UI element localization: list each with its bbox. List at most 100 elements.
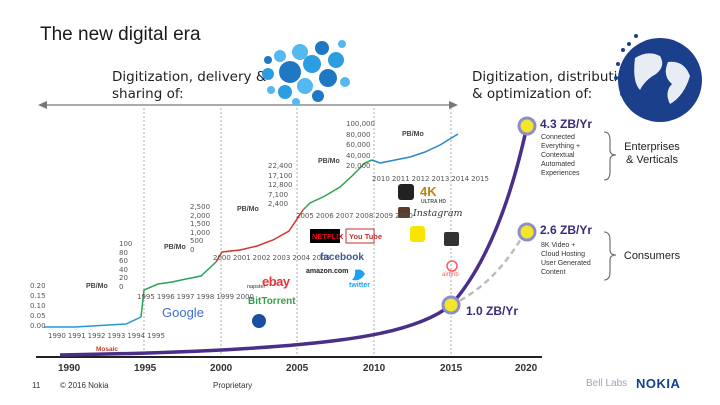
era-arrow-right-head xyxy=(449,101,458,109)
mini-chart-1-line xyxy=(44,316,142,328)
camera-icon xyxy=(444,232,459,246)
tick-label: 2005 xyxy=(296,212,314,220)
brace-consumers xyxy=(603,231,617,281)
mini-chart-2-yaxis: 100 80 60 40 20 0 xyxy=(119,240,133,292)
year-2000: 2000 xyxy=(210,363,233,374)
year-1995: 1995 xyxy=(134,363,157,374)
tick-label: 1997 xyxy=(176,293,195,301)
tick-label: 0.10 xyxy=(30,302,46,310)
tick-label: 2001 xyxy=(232,254,251,262)
tick-label: 2000 xyxy=(236,293,254,301)
tick-label: 500 xyxy=(190,237,204,246)
airbnb-logo: airbnb xyxy=(442,272,459,278)
mini-chart-3-xaxis: 2000 2001 2002 2003 2004 2005 xyxy=(213,254,330,262)
mini-chart-3-unit: PB/Mo xyxy=(237,206,259,213)
brace-enterprises xyxy=(603,131,617,181)
social-cloud-icon xyxy=(262,40,350,106)
phrase-left: Digitization, delivery & sharing of: xyxy=(112,69,266,103)
mini-chart-4-xaxis: 2005 2006 2007 2008 2009 2010 xyxy=(296,212,413,220)
tick-label: 1999 xyxy=(216,293,235,301)
tick-label: 2,400 xyxy=(268,200,289,208)
zb-top-item: Connected xyxy=(541,134,575,141)
tick-label: 100,000 xyxy=(346,120,375,128)
enterprises-label: Enterprises & Verticals xyxy=(618,141,686,167)
tick-label: 2007 xyxy=(335,212,354,220)
phrase-left-line-1: Digitization, delivery & xyxy=(112,69,267,85)
copyright: © 2016 Nokia xyxy=(60,381,109,390)
ultrahd-4k-logo: 4K xyxy=(420,184,437,199)
tick-label: 2013 xyxy=(431,175,450,183)
tick-label: 2,000 xyxy=(190,211,211,220)
enterprises-line-1: Enterprises xyxy=(624,141,680,153)
zb-mid-item: User Generated xyxy=(541,260,591,267)
phrase-right: Digitization, distribution & optimizatio… xyxy=(472,69,622,103)
tick-label: 1994 xyxy=(127,332,146,340)
amazon-logo: amazon.com xyxy=(306,268,349,275)
year-1990: 1990 xyxy=(58,363,81,374)
tick-label: 0 xyxy=(190,245,195,254)
twitter-logo: twitter xyxy=(349,282,370,289)
tick-label: 60,000 xyxy=(346,141,371,149)
tick-label: 2011 xyxy=(391,175,410,183)
zb-mid-items: 8K Video + Cloud Hosting User Generated … xyxy=(541,241,591,277)
ebay-logo: ebay xyxy=(262,274,290,289)
tick-label: 12,800 xyxy=(268,181,293,189)
tick-label: 2006 xyxy=(315,212,334,220)
tick-label: 1998 xyxy=(196,293,215,301)
twitter-bird-icon xyxy=(352,269,365,281)
mini-chart-3-yaxis: 2,500 2,000 1,500 1,000 500 0 xyxy=(190,203,210,255)
year-2010: 2010 xyxy=(363,363,386,374)
mini-chart-3-line xyxy=(215,209,304,263)
zb-label-top: 4.3 ZB/Yr xyxy=(540,117,593,131)
nokia-logo: NOKIA xyxy=(636,376,681,391)
tick-label: 0.15 xyxy=(30,292,46,300)
year-2015: 2015 xyxy=(440,363,463,374)
tick-label: 2012 xyxy=(411,175,430,183)
youtube-logo: You Tube xyxy=(349,232,383,241)
zb-top-items: Connected Everything + Contextual Automa… xyxy=(541,133,580,178)
mini-chart-4-line xyxy=(302,159,373,211)
zb-node-low xyxy=(441,295,461,315)
snapchat-icon xyxy=(410,226,425,242)
tick-label: 40,000 xyxy=(346,151,371,160)
globe-continents xyxy=(634,53,690,104)
tick-label: 1990 xyxy=(48,332,66,340)
instagram-logo: Instagram xyxy=(413,208,463,219)
google-logo: Google xyxy=(162,305,204,320)
mini-chart-1-unit: PB/Mo xyxy=(86,283,108,290)
tick-label: 20,000 xyxy=(346,162,371,170)
tick-label: 80 xyxy=(119,248,128,257)
zb-top-item: Everything + xyxy=(541,143,581,150)
tick-label: 0.20 xyxy=(30,282,46,290)
tick-label: 2003 xyxy=(272,254,291,262)
tick-label: 20 xyxy=(119,274,128,283)
consumers-label: Consumers xyxy=(623,250,681,262)
airbnb-icon xyxy=(446,260,458,272)
tick-label: 1993 xyxy=(107,332,126,340)
traffic-curve xyxy=(59,125,529,357)
mini-chart-4-unit: PB/Mo xyxy=(318,158,340,165)
tick-label: 2005 xyxy=(312,254,330,262)
mosaic-logo: Mosaic xyxy=(96,346,119,353)
tick-label: 2009 xyxy=(375,212,394,220)
mini-chart-5-line xyxy=(371,133,459,164)
tick-label: 1,000 xyxy=(190,228,211,237)
tick-label: 80,000 xyxy=(346,130,371,139)
tick-label: 17,100 xyxy=(268,171,293,180)
mosaic-like-icon xyxy=(252,314,266,328)
mini-chart-2-xaxis: 1995 1996 1997 1998 1999 2000 xyxy=(137,293,254,301)
tick-label: 1996 xyxy=(156,293,175,301)
tick-label: 100 xyxy=(119,240,133,248)
napster-logo: napster xyxy=(247,284,266,290)
zb-top-item: Contextual xyxy=(541,152,575,159)
zb-top-item: Experiences xyxy=(541,170,580,177)
tick-label: 2000 xyxy=(213,254,231,262)
tick-label: 2004 xyxy=(292,254,311,262)
tick-label: 0 xyxy=(119,282,124,291)
zb-mid-item: Cloud Hosting xyxy=(541,251,585,258)
zb-label-mid: 2.6 ZB/Yr xyxy=(540,223,593,237)
tick-label: 2014 xyxy=(451,175,470,183)
youtube-tile xyxy=(345,228,375,244)
mini-chart-5-unit: PB/Mo xyxy=(402,131,424,138)
tick-label: 1991 xyxy=(67,332,86,340)
